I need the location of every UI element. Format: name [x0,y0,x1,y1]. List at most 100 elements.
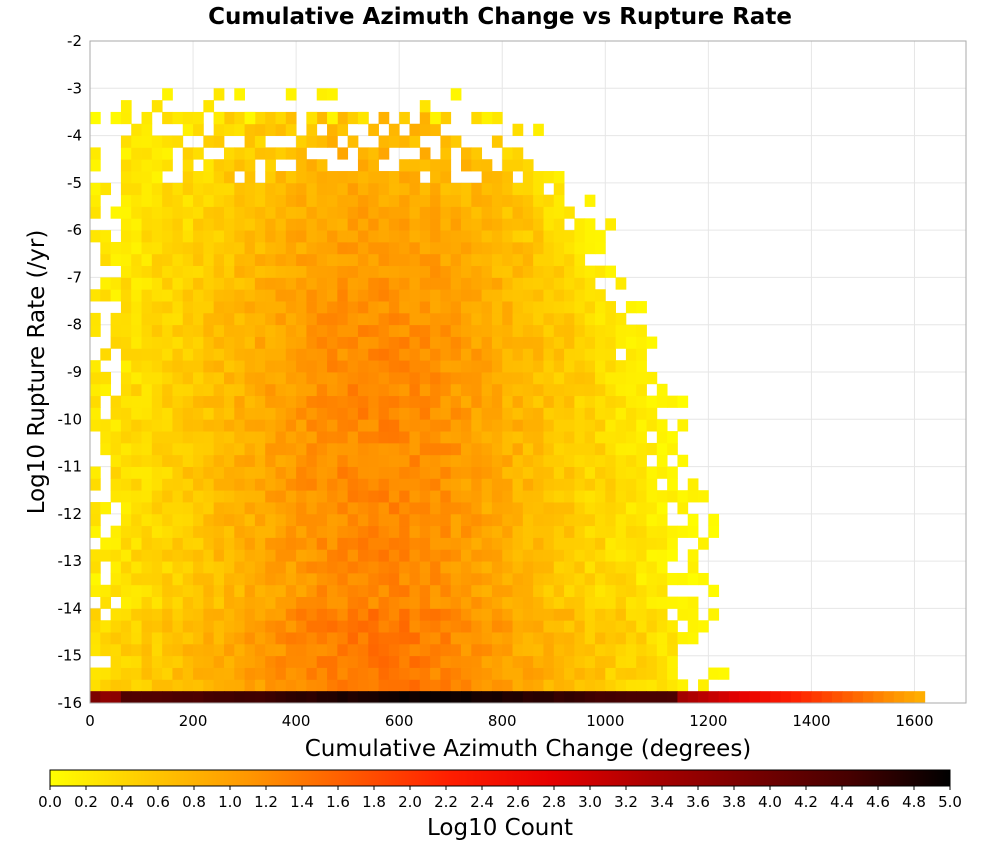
heatmap-cell [193,502,204,515]
heatmap-cell [522,490,534,503]
heatmap-cell [182,218,194,231]
heatmap-cell [347,182,359,196]
heatmap-cell [254,632,266,645]
heatmap-cell [141,123,153,136]
heatmap-cell [285,490,297,503]
heatmap-cell [100,277,112,290]
heatmap-cell [564,277,575,290]
heatmap-cell [193,691,204,704]
x-tick-label: 400 [282,712,311,730]
heatmap-cell [450,348,462,361]
heatmap-cell [430,241,441,255]
heatmap-cell [151,584,163,598]
heatmap-cell [430,348,441,361]
heatmap-cell [368,372,379,385]
heatmap-cell [430,549,441,562]
heatmap-cell [636,360,647,373]
heatmap-cell [316,442,328,456]
heatmap-cell [244,360,256,373]
heatmap-cell [388,395,400,408]
x-axis-ticks: 0 200 400 600 800 1000 1200 1400 1600 [85,712,933,730]
heatmap-cell [564,561,575,574]
heatmap-cell [553,194,565,207]
heatmap-cell [419,632,431,645]
heatmap-cell [533,525,544,538]
heatmap-cell [522,218,534,231]
heatmap-cell [162,655,173,668]
heatmap-cell [574,395,586,408]
heatmap-cell [481,360,493,373]
heatmap-cell [120,395,132,408]
heatmap-cell [605,537,616,550]
heatmap-cell [275,111,287,125]
heatmap-cell [553,253,565,267]
heatmap-cell [430,383,441,397]
heatmap-cell [388,691,400,704]
heatmap-cell [687,561,699,574]
heatmap-cell [728,691,740,704]
heatmap-cell [90,632,101,645]
heatmap-cell [162,135,173,148]
heatmap-cell [440,478,452,491]
heatmap-cell [172,549,184,562]
heatmap-cell [450,407,462,420]
heatmap-cell [193,289,204,302]
heatmap-cell [172,324,184,337]
heatmap-cell [151,218,163,231]
x-axis-label: Cumulative Azimuth Change (degrees) [305,736,752,762]
heatmap-cell [399,525,410,538]
heatmap-cell [636,336,647,349]
heatmap-cell [316,407,328,420]
heatmap-cell [584,596,596,609]
heatmap-cell [450,490,462,503]
heatmap-cell [491,525,503,538]
heatmap-cell [151,513,163,527]
heatmap-cell [584,336,596,349]
heatmap-cell [203,632,215,645]
heatmap-cell [522,513,534,527]
heatmap-cell [131,572,142,586]
colorbar-tick-label: 0.0 [38,793,62,811]
heatmap-cell [409,442,421,456]
heatmap-cell [615,608,627,621]
heatmap-cell [388,372,400,385]
heatmap-cell [399,348,410,361]
heatmap-cell [594,513,606,527]
heatmap-cell [120,537,132,550]
heatmap-cell [502,608,513,621]
heatmap-cell [193,111,204,125]
heatmap-cell [90,407,101,420]
heatmap-cell [491,111,503,125]
heatmap-cell [244,312,256,326]
heatmap-cell [450,431,462,444]
heatmap-cell [491,182,503,196]
heatmap-cell [120,584,132,598]
heatmap-cell [533,584,544,598]
heatmap-cell [450,218,462,231]
heatmap-cell [254,348,266,361]
heatmap-cell [265,383,276,397]
heatmap-cell [327,655,338,668]
heatmap-cell [296,206,307,219]
heatmap-cell [254,643,266,657]
heatmap-cell [131,348,142,361]
heatmap-cell [512,643,524,657]
heatmap-cell [646,679,658,692]
heatmap-cell [141,182,153,196]
heatmap-cell [574,608,586,621]
heatmap-cell [687,596,699,609]
heatmap-cell [543,454,555,467]
heatmap-cell [244,265,256,278]
heatmap-cell [306,608,318,621]
heatmap-cell [574,442,586,456]
heatmap-cell [182,253,194,267]
heatmap-cell [574,419,586,432]
heatmap-cell [440,667,452,680]
heatmap-cell [574,265,586,278]
heatmap-cell [440,182,452,196]
heatmap-cell [667,549,678,562]
heatmap-cell [347,253,359,267]
heatmap-cell [120,111,132,125]
heatmap-cell [203,667,215,680]
heatmap-cell [265,324,276,337]
